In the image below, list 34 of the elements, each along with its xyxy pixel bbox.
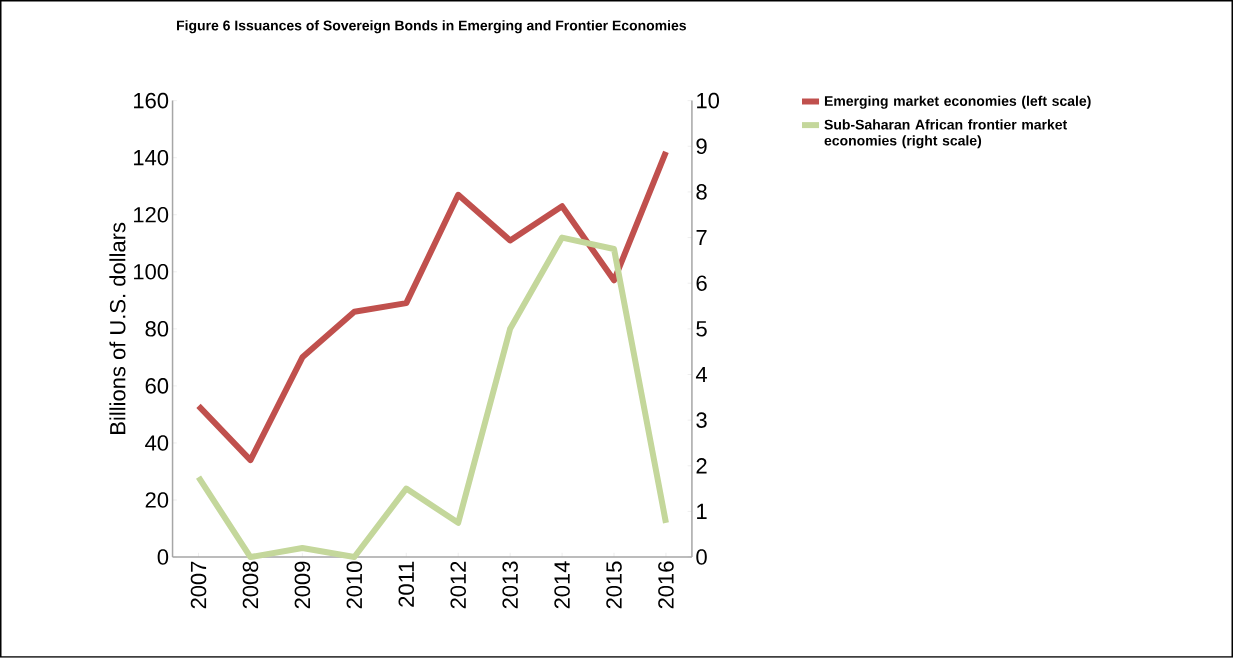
x-tick-label: 2007: [190, 561, 207, 609]
x-tick-label: 2012: [450, 561, 466, 609]
y2-tick-label: 7: [696, 230, 707, 246]
y-tick-label: 0: [157, 549, 169, 565]
y2-tick-label: 6: [696, 275, 707, 292]
y-tick-label: 160: [134, 92, 169, 109]
x-tick-label: 2009: [294, 561, 311, 609]
y-axis-title: Billions of U.S. dollars: [109, 222, 126, 435]
y-tick-label: 40: [145, 435, 169, 451]
x-tick-label: 2010: [346, 561, 363, 609]
x-tick-label: 2008: [242, 561, 259, 609]
x-tick-label: 2011: [398, 561, 415, 607]
y2-tick-label: 0: [696, 549, 707, 565]
y-tick-label: 120: [134, 207, 169, 223]
y2-tick-label: 4: [695, 367, 708, 383]
chart-title: Figure 6 Issuances of Sovereign Bonds in Emerging and Frontier Economies: [177, 20, 686, 34]
y-tick-label: 80: [145, 321, 169, 337]
y-tick-label: 60: [145, 378, 169, 394]
x-tick-label: 2015: [606, 561, 622, 609]
y2-tick-label: 9: [696, 138, 707, 155]
y2-tick-label: 5: [696, 321, 707, 337]
y2-tick-label: 8: [696, 184, 707, 200]
y2-tick-label: 2: [696, 458, 707, 474]
x-tick-label: 2014: [554, 561, 570, 609]
y-tick-label: 100: [134, 264, 169, 280]
x-tick-label: 2013: [502, 561, 518, 609]
y2-tick-label: 3: [696, 412, 707, 429]
legend-label: Sub-Saharan African frontier market economies (right scale): [824, 119, 1068, 149]
x-tick-label: 2016: [658, 561, 674, 609]
y-tick-label: 140: [134, 150, 169, 166]
y-tick-label: 20: [145, 492, 169, 508]
y2-tick-label: 1: [697, 504, 707, 520]
y2-tick-label: 10: [697, 92, 720, 109]
legend-label: Emerging market economies (left scale): [824, 95, 1091, 109]
